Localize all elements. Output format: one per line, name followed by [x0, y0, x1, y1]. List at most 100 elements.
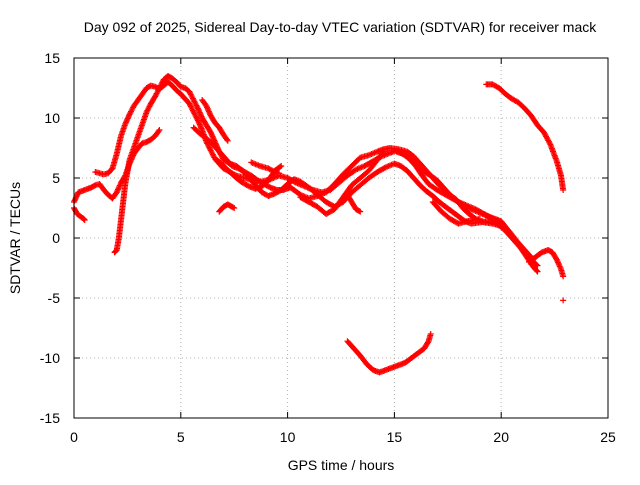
data-point	[114, 188, 121, 195]
data-marks	[71, 73, 567, 376]
data-point	[205, 108, 212, 115]
series-s2	[71, 205, 88, 223]
data-point	[498, 223, 505, 229]
series-s17	[483, 81, 567, 193]
data-point	[195, 106, 202, 113]
data-point	[224, 137, 231, 144]
data-point	[546, 140, 553, 147]
data-point	[380, 148, 387, 155]
data-point	[357, 208, 364, 215]
data-point	[194, 105, 201, 112]
data-point	[116, 182, 123, 189]
data-point	[209, 133, 216, 140]
data-point	[278, 163, 285, 169]
data-point	[381, 164, 388, 171]
grid	[74, 58, 608, 418]
data-point	[276, 170, 283, 177]
data-point	[560, 187, 567, 193]
data-point	[196, 108, 203, 115]
data-point	[197, 112, 204, 119]
y-axis-label: SDTVAR / TECUs	[7, 182, 23, 294]
series-s4	[111, 73, 541, 269]
data-point	[195, 118, 202, 125]
data-point	[208, 132, 215, 139]
data-point	[114, 186, 121, 193]
data-point	[125, 114, 132, 121]
data-point	[197, 124, 204, 131]
data-point	[124, 115, 131, 122]
data-point	[197, 122, 204, 129]
data-point	[123, 118, 130, 125]
series-s11	[297, 148, 387, 217]
data-point	[533, 267, 540, 274]
data-point	[560, 273, 567, 280]
data-point	[379, 149, 386, 156]
data-point	[270, 168, 277, 175]
data-point	[203, 103, 210, 109]
series-s14	[429, 199, 483, 227]
data-point	[74, 192, 81, 199]
data-point	[124, 116, 131, 123]
series-s16	[560, 297, 567, 304]
data-point	[113, 189, 120, 196]
data-point	[534, 268, 541, 275]
data-point	[277, 163, 284, 170]
data-point	[196, 121, 203, 128]
series-s8	[248, 159, 283, 177]
data-point	[554, 259, 561, 266]
x-axis-label: GPS time / hours	[288, 457, 395, 473]
data-point	[560, 297, 567, 304]
data-point	[115, 185, 122, 192]
data-point	[534, 262, 541, 269]
x-tick-label: 25	[600, 429, 616, 445]
data-point	[155, 128, 162, 135]
data-point	[116, 183, 123, 190]
y-tick-label: -5	[48, 290, 61, 306]
data-point	[206, 109, 213, 116]
chart-title: Day 092 of 2025, Sidereal Day-to-day VTE…	[84, 19, 597, 35]
series-s1	[71, 127, 163, 205]
data-point	[197, 110, 204, 117]
series-s5	[199, 97, 231, 144]
x-tick-label: 5	[177, 429, 185, 445]
data-point	[122, 119, 129, 126]
x-tick-label: 0	[70, 429, 78, 445]
data-point	[122, 121, 129, 127]
y-tick-label: -15	[40, 410, 60, 426]
data-point	[208, 130, 215, 137]
data-point	[204, 104, 211, 111]
plot-frame	[73, 57, 609, 419]
data-point	[554, 257, 561, 264]
axis-ticks: 0 5 10 15 20 25 -15 -10 -5 0 5 10 15	[40, 50, 616, 445]
data-point	[81, 217, 88, 223]
series-s3	[92, 79, 541, 275]
data-point	[210, 136, 217, 143]
data-point	[196, 109, 203, 116]
y-tick-label: 5	[52, 170, 60, 186]
data-point	[488, 215, 495, 222]
data-point	[223, 136, 230, 143]
data-point	[125, 112, 132, 119]
x-tick-label: 20	[493, 429, 509, 445]
data-point	[556, 263, 563, 270]
data-point	[207, 129, 214, 136]
series-s18	[344, 331, 434, 376]
data-point	[533, 261, 540, 268]
data-point	[210, 134, 217, 141]
data-point	[424, 339, 431, 346]
y-tick-label: -10	[40, 350, 60, 366]
data-point	[72, 196, 79, 203]
y-tick-label: 0	[52, 230, 60, 246]
series-s12	[344, 191, 364, 215]
data-point	[476, 215, 483, 222]
data-point	[194, 117, 201, 124]
y-tick-label: 15	[44, 50, 60, 66]
x-tick-label: 10	[280, 429, 296, 445]
data-point	[555, 260, 562, 267]
data-point	[427, 331, 434, 337]
data-point	[156, 127, 163, 133]
series-s13	[393, 148, 505, 229]
data-point	[71, 197, 78, 204]
data-point	[231, 205, 238, 211]
